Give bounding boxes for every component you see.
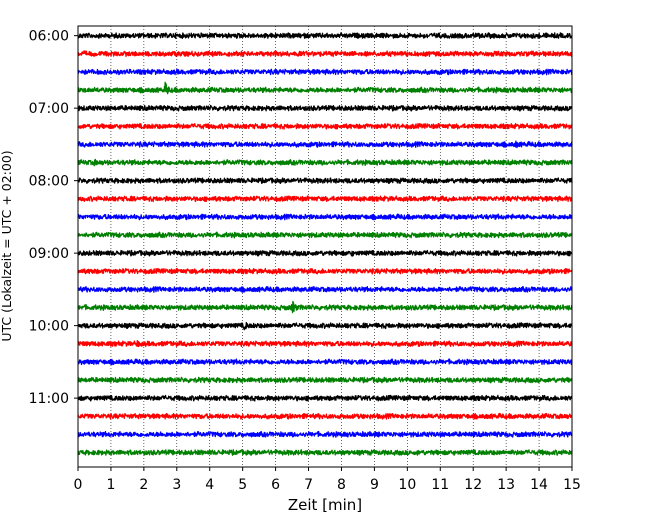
trace-1145 [77,449,573,456]
trace-0815 [77,195,573,203]
trace-0930 [77,285,573,293]
trace-0615 [77,50,573,58]
x-tick-label: 2 [139,477,148,493]
x-tick-label: 11 [431,477,449,493]
trace-0745 [77,158,573,167]
y-tick-label: 09:00 [29,246,69,262]
trace-0845 [77,231,573,239]
y-axis: 06:00 07:00 08:00 09:00 10:00 11:00 [29,29,78,407]
y-tick-label: 10:00 [29,319,69,335]
trace-0715 [77,122,573,130]
x-tick-label: 9 [370,477,379,493]
trace-1130 [77,430,573,438]
x-tick-label: 8 [337,477,346,493]
x-tick-label: 4 [205,477,214,493]
trace-0915 [77,267,573,275]
trace-1100 [77,394,573,402]
trace-1115 [77,412,573,420]
x-tick-label: 12 [464,477,482,493]
y-tick-label: 07:00 [29,101,69,117]
x-tick-label: 0 [74,477,83,493]
y-axis-label: UTC (Lokalzeit = UTC + 02:00) [0,150,14,341]
x-axis-label: Zeit [min] [288,496,362,514]
x-tick-label: 15 [563,477,581,493]
trace-1045 [77,376,573,384]
x-tick-label: 5 [238,477,247,493]
trace-0945 [77,300,573,314]
trace-0730 [77,140,573,149]
x-tick-label: 1 [106,477,115,493]
y-tick-label: 08:00 [29,174,69,190]
trace-0900 [77,249,573,257]
plot-frame [77,25,573,468]
x-tick-label: 13 [497,477,515,493]
trace-0700 [77,104,573,112]
trace-1015 [77,340,573,348]
x-tick-label: 10 [398,477,416,493]
y-tick-label: 11:00 [29,391,69,407]
x-tick-label: 7 [304,477,313,493]
trace-1030 [77,358,573,366]
trace-0645 [77,81,573,95]
trace-0600 [77,32,573,40]
x-axis: 0 1 2 3 4 5 6 7 8 9 10 11 12 13 14 15 [74,467,581,493]
trace-1000 [77,321,573,331]
x-tick-label: 6 [271,477,280,493]
x-tick-label: 3 [172,477,181,493]
y-tick-label: 06:00 [29,29,69,45]
traces [77,32,573,456]
x-tick-label: 14 [530,477,548,493]
trace-0800 [77,177,573,185]
trace-0630 [77,68,573,76]
trace-0830 [77,213,573,221]
